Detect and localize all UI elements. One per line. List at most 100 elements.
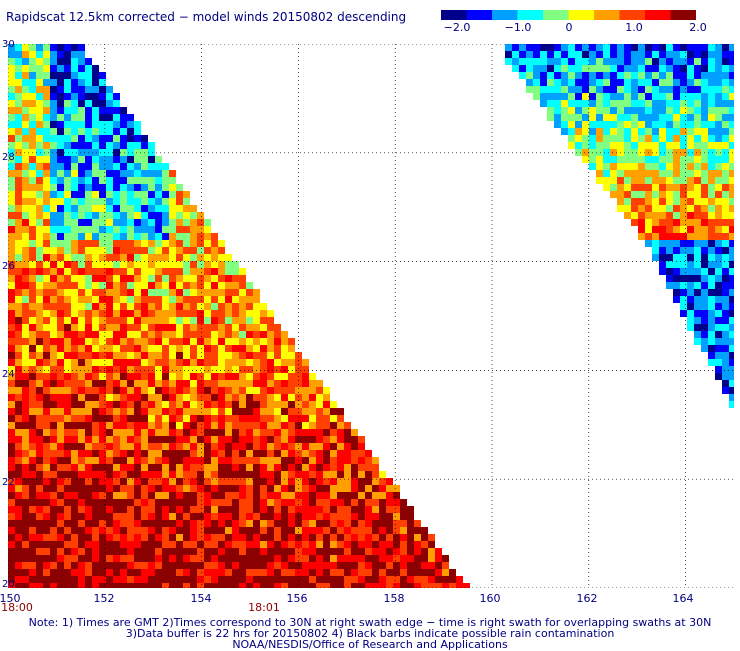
wind-diff-cell [148, 296, 155, 303]
wind-diff-cell [645, 72, 652, 79]
wind-diff-cell [309, 450, 316, 457]
wind-diff-cell [386, 576, 393, 583]
wind-diff-cell [92, 107, 99, 114]
wind-diff-cell [92, 121, 99, 128]
wind-diff-cell [680, 65, 687, 72]
wind-diff-cell [99, 142, 106, 149]
wind-diff-cell [302, 541, 309, 548]
wind-diff-cell [190, 366, 197, 373]
wind-diff-cell [50, 219, 57, 226]
wind-diff-cell [43, 93, 50, 100]
wind-diff-cell [141, 527, 148, 534]
wind-diff-cell [330, 457, 337, 464]
wind-diff-cell [106, 149, 113, 156]
wind-diff-cell [106, 443, 113, 450]
wind-diff-cell [729, 373, 734, 380]
wind-diff-cell [29, 492, 36, 499]
wind-diff-cell [85, 142, 92, 149]
wind-diff-cell [8, 576, 15, 583]
wind-diff-cell [708, 233, 715, 240]
wind-diff-cell [99, 534, 106, 541]
wind-diff-cell [50, 338, 57, 345]
wind-diff-cell [316, 471, 323, 478]
wind-diff-cell [260, 555, 267, 562]
wind-diff-cell [148, 478, 155, 485]
wind-diff-cell [729, 121, 734, 128]
wind-diff-cell [85, 457, 92, 464]
wind-diff-cell [190, 261, 197, 268]
wind-diff-cell [169, 345, 176, 352]
wind-diff-cell [57, 240, 64, 247]
wind-diff-cell [29, 296, 36, 303]
wind-diff-cell [687, 254, 694, 261]
wind-diff-cell [673, 58, 680, 65]
wind-diff-cell [190, 562, 197, 569]
wind-diff-cell [428, 555, 435, 562]
wind-diff-cell [141, 408, 148, 415]
wind-diff-cell [204, 513, 211, 520]
wind-diff-cell [211, 303, 218, 310]
wind-diff-cell [617, 100, 624, 107]
wind-diff-cell [85, 72, 92, 79]
wind-diff-cell [197, 450, 204, 457]
wind-diff-cell [113, 541, 120, 548]
wind-diff-cell [176, 436, 183, 443]
wind-diff-cell [624, 212, 631, 219]
wind-diff-cell [120, 464, 127, 471]
wind-diff-cell [78, 142, 85, 149]
wind-diff-cell [197, 338, 204, 345]
wind-diff-cell [99, 457, 106, 464]
wind-diff-cell [99, 296, 106, 303]
wind-diff-cell [680, 170, 687, 177]
wind-diff-cell [50, 240, 57, 247]
wind-diff-cell [211, 387, 218, 394]
wind-diff-cell [687, 93, 694, 100]
wind-diff-cell [162, 324, 169, 331]
wind-diff-cell [92, 191, 99, 198]
wind-diff-cell [169, 534, 176, 541]
wind-diff-cell [22, 107, 29, 114]
wind-diff-cell [638, 114, 645, 121]
wind-diff-cell [85, 58, 92, 65]
wind-diff-cell [106, 569, 113, 576]
wind-diff-cell [414, 520, 421, 527]
wind-diff-cell [218, 583, 225, 588]
wind-diff-cell [673, 163, 680, 170]
wind-diff-cell [302, 394, 309, 401]
wind-diff-cell [197, 275, 204, 282]
wind-diff-cell [106, 296, 113, 303]
wind-diff-cell [372, 485, 379, 492]
wind-difference-map[interactable] [8, 44, 734, 588]
wind-diff-cell [92, 534, 99, 541]
wind-diff-cell [239, 317, 246, 324]
wind-diff-cell [554, 86, 561, 93]
wind-diff-cell [71, 247, 78, 254]
wind-diff-cell [197, 268, 204, 275]
wind-diff-cell [232, 513, 239, 520]
wind-diff-cell [127, 555, 134, 562]
wind-diff-cell [400, 527, 407, 534]
wind-diff-cell [113, 170, 120, 177]
wind-diff-cell [589, 58, 596, 65]
wind-diff-cell [218, 541, 225, 548]
wind-diff-cell [176, 485, 183, 492]
wind-diff-cell [92, 261, 99, 268]
wind-diff-cell [99, 485, 106, 492]
wind-diff-cell [85, 177, 92, 184]
wind-diff-cell [127, 275, 134, 282]
wind-diff-cell [148, 527, 155, 534]
wind-diff-cell [57, 191, 64, 198]
wind-diff-cell [631, 156, 638, 163]
wind-diff-cell [211, 569, 218, 576]
wind-diff-cell [190, 499, 197, 506]
wind-diff-cell [43, 583, 50, 588]
wind-diff-cell [596, 86, 603, 93]
wind-diff-cell [197, 359, 204, 366]
wind-diff-cell [15, 268, 22, 275]
wind-diff-cell [64, 261, 71, 268]
wind-diff-cell [155, 338, 162, 345]
wind-diff-cell [78, 44, 85, 51]
wind-diff-cell [15, 338, 22, 345]
wind-diff-cell [64, 310, 71, 317]
wind-diff-cell [78, 128, 85, 135]
